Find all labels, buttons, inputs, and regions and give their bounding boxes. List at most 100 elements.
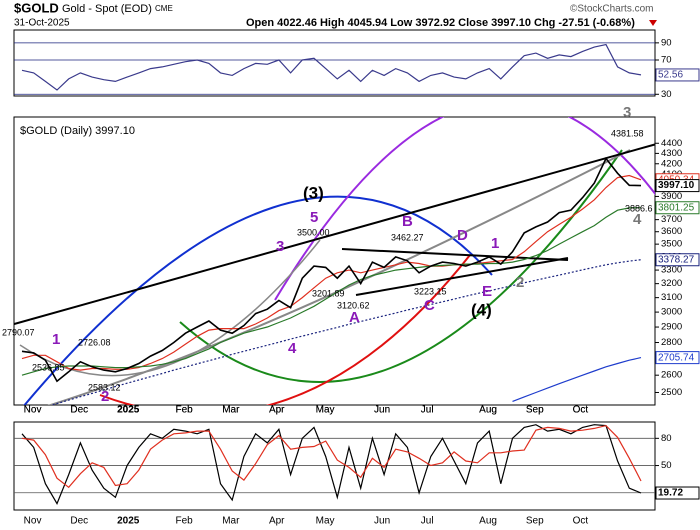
x-tick-label: Apr <box>269 405 285 416</box>
x-tick-label: Oct <box>573 405 589 416</box>
annotation: 1 <box>491 235 499 252</box>
annotation: 4 <box>633 211 642 228</box>
x-tick-label: Nov <box>24 405 42 416</box>
y-tick-label: 3300 <box>661 265 682 276</box>
annotation: 2726.08 <box>78 337 111 347</box>
cycle-curves <box>14 117 655 405</box>
rsi-panel <box>13 29 656 97</box>
annotation: 5 <box>310 209 318 226</box>
x-tick-label: Apr <box>269 405 285 416</box>
triangle-top <box>341 248 569 261</box>
price-panel <box>13 116 656 406</box>
series-line <box>21 424 642 489</box>
annotation: 2790.07 <box>2 327 35 337</box>
series-line <box>512 357 642 402</box>
x-tick-label: Aug <box>479 516 497 527</box>
series-line <box>21 43 642 91</box>
x-tick-label: May <box>316 516 335 527</box>
panel-title: $GOLD (Daily) 3997.10 <box>20 125 135 137</box>
red-arc <box>99 254 471 405</box>
stoch-panel <box>13 421 656 511</box>
value-label-box <box>655 486 700 500</box>
annotation: 4 <box>288 340 297 357</box>
spacer <box>20 120 650 370</box>
y-tick-label: 3700 <box>661 214 682 225</box>
y-tick-label: 2900 <box>661 322 682 333</box>
value-label-box <box>655 201 700 215</box>
title: $GOLD <box>14 0 59 15</box>
x-tick-label: Sep <box>526 516 544 527</box>
annotation: 3 <box>276 238 284 255</box>
y-tick-label: 2800 <box>661 337 682 348</box>
series-line <box>21 424 642 505</box>
y-tick-label: 4300 <box>661 148 682 159</box>
x-tick-label: Mar <box>222 405 240 416</box>
x-tick-label: Dec <box>70 516 88 527</box>
y-tick-label: 3200 <box>661 278 682 289</box>
value-label-box <box>655 351 700 365</box>
annotation: (4) <box>471 300 492 319</box>
x-tick-label: Feb <box>176 516 194 527</box>
x-tick-label: Mar <box>222 405 240 416</box>
annotation: 2583.12 <box>88 382 121 392</box>
annotation: D <box>457 227 468 244</box>
blue-arc <box>23 195 493 405</box>
y-tick-label: 3600 <box>661 226 682 237</box>
x-tick-label: Jun <box>374 405 390 416</box>
x-tick-label: May <box>316 405 335 416</box>
triangle-bottom <box>355 257 569 296</box>
value-label: 2705.74 <box>658 352 695 363</box>
annotation: (3) <box>303 183 324 202</box>
x-tick-label: Apr <box>269 516 285 527</box>
x-tick-label: Feb <box>176 405 194 416</box>
value-label: 52.56 <box>658 70 683 81</box>
value-label: 3997.10 <box>658 180 695 191</box>
x-tick-label: 2025 <box>117 405 140 416</box>
x-tick-label: Mar <box>222 516 240 527</box>
grey-arc-2 <box>19 239 321 377</box>
annotation: 3 <box>623 104 631 121</box>
annotation: 2 <box>101 388 109 405</box>
annotation: 2536.85 <box>32 362 65 372</box>
quote: Open 4022.46 High 4045.94 Low 3972.92 Cl… <box>246 17 635 29</box>
series-line <box>21 207 642 376</box>
y-tick-label: 3000 <box>661 307 682 318</box>
down-arrow <box>649 20 657 26</box>
annotation: 1 <box>52 331 60 348</box>
x-tick-label: Nov <box>24 405 42 416</box>
y-tick-label: 4400 <box>661 138 682 149</box>
x-tick-label: Jul <box>421 405 434 416</box>
annotation: 2 <box>516 274 524 291</box>
x-tick-label: Jul <box>421 516 434 527</box>
x-tick-label: Feb <box>176 405 194 416</box>
grey-arc <box>47 149 631 405</box>
x-tick-label: Nov <box>24 516 42 527</box>
x-tick-label: Aug <box>479 405 497 416</box>
x-tick-label: Aug <box>479 405 497 416</box>
annotation: 3462.27 <box>391 232 424 242</box>
x-tick-label: Sep <box>526 405 544 416</box>
annotation: 3886.6 <box>625 203 653 213</box>
y-tick-label: 70 <box>661 55 672 66</box>
y-tick-label: 3900 <box>661 191 682 202</box>
price-lines <box>21 156 642 405</box>
annotation: 3120.62 <box>337 300 370 310</box>
annotation: B <box>402 213 413 230</box>
annotation: 3500.00 <box>297 227 330 237</box>
value-label: 19.72 <box>658 488 683 499</box>
x-tick-label: Jun <box>374 405 390 416</box>
series-line <box>21 156 642 383</box>
purple-arc <box>274 117 655 301</box>
y-tick-label: 3100 <box>661 292 682 303</box>
annotation: E <box>482 283 492 300</box>
y-tick-label: 3500 <box>661 239 682 250</box>
x-tick-label: Oct <box>573 405 589 416</box>
value-label: 3378.27 <box>658 254 695 265</box>
x-tick-label: 2025 <box>117 516 140 527</box>
value-label-box <box>655 253 700 267</box>
y-tick-label: 30 <box>661 89 672 100</box>
y-tick-label: 2500 <box>661 387 682 398</box>
subtitle: Gold - Spot (EOD) <box>62 3 152 15</box>
x-tick-label: Jul <box>421 405 434 416</box>
